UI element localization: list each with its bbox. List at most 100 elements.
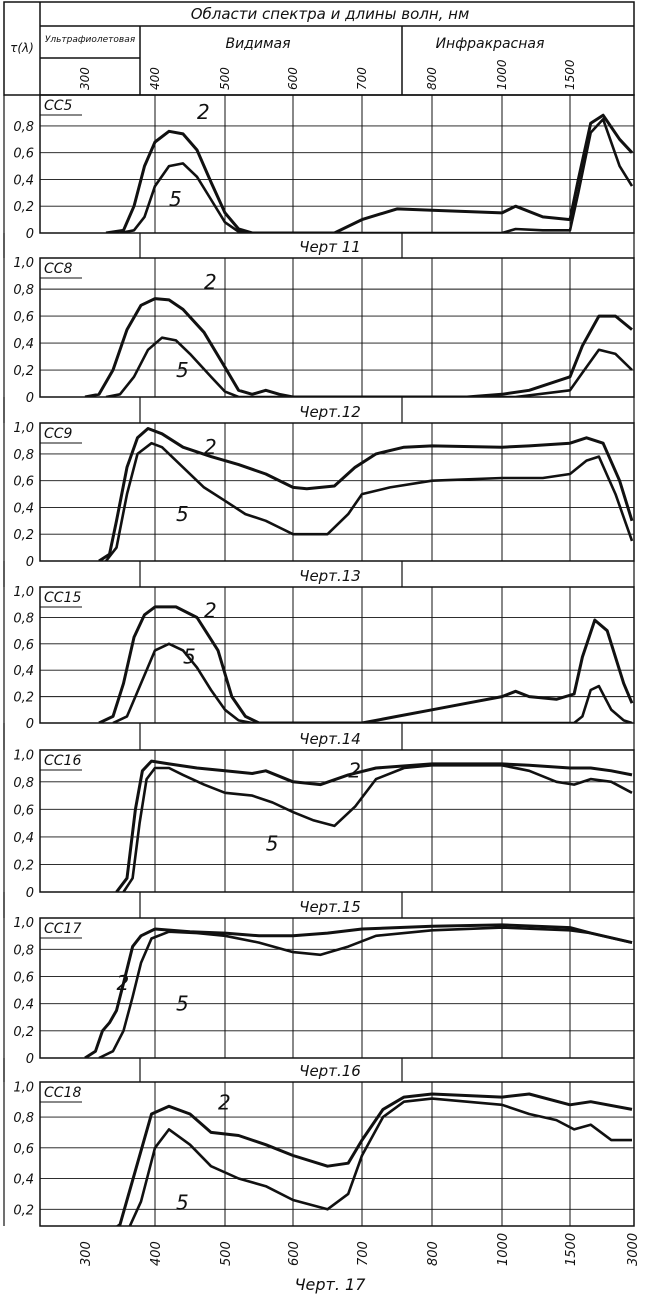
panel-title: СС15	[44, 590, 81, 606]
series-line-5	[98, 926, 633, 1058]
y-tick-label: 0,4	[13, 998, 34, 1013]
y-tick-label: 0,2	[13, 528, 34, 543]
series-label-5: 5	[176, 358, 189, 382]
chart-caption: Черт.15	[299, 898, 361, 916]
bottom-tick-label: 600	[287, 1241, 302, 1266]
region-ultraviolet: Ультрафиолетовая	[45, 35, 136, 45]
y-tick-label: 0,4	[13, 664, 34, 679]
panel-frame	[39, 1081, 635, 1227]
y-tick-label: 0,6	[13, 1142, 34, 1157]
y-axis-label: τ(λ)	[10, 41, 34, 55]
series-label-2: 2	[197, 100, 210, 124]
y-tick-label: 0,6	[13, 803, 34, 818]
series-line-5	[105, 336, 633, 397]
top-tick-labels: 300 400 500 600 700 800 1000 1500	[78, 59, 577, 90]
y-tick-label: 0,6	[13, 971, 34, 986]
chart-panel: 1,0 0,8 0,6 0,4 0,2 0 СС8 2 5 Черт.12	[3, 256, 635, 423]
panel-title: СС9	[44, 426, 73, 442]
chart-caption: Черт.12	[299, 403, 361, 421]
chart-panel: 1,0 0,8 0,6 0,4 0,2 0 СС9 2 5 Черт.13	[3, 421, 635, 587]
panel-title: СС5	[44, 98, 73, 114]
chart-panel: 1,0 0,8 0,6 0,4 0,2 СС18 2 5 Черт. 17	[13, 1080, 635, 1294]
y-tick-label: 1,0	[13, 585, 34, 600]
panel-title: СС17	[44, 921, 81, 937]
panel-frame	[39, 422, 635, 562]
top-tick-label: 800	[425, 67, 439, 90]
bottom-tick-labels: 300 400 500 600 700 800 1000 1500 3000	[79, 1233, 641, 1266]
panel-title: СС18	[44, 1085, 81, 1101]
series-line-5	[119, 117, 634, 233]
bottom-tick-label: 500	[219, 1241, 234, 1266]
top-tick-label: 600	[286, 67, 300, 90]
chart-caption: Черт. 17	[295, 1275, 367, 1294]
y-tick-label: 0,4	[13, 1173, 34, 1188]
y-tick-label: 1,0	[13, 256, 34, 271]
series-label-2: 2	[117, 971, 130, 995]
series-line-2	[98, 427, 634, 561]
y-tick-label: 0	[26, 1052, 34, 1067]
y-tick-label: 0,8	[13, 943, 34, 958]
y-tick-label: 1,0	[13, 916, 34, 931]
chart-caption: Черт.14	[299, 730, 361, 748]
y-tick-label: 0,6	[13, 638, 34, 653]
series-label-2: 2	[204, 435, 217, 459]
panel-frame	[39, 94, 635, 234]
series-line-5	[128, 1097, 632, 1226]
y-tick-label: 0,4	[13, 173, 34, 188]
y-tick-label: 0	[26, 227, 34, 242]
series-line-2	[105, 113, 634, 233]
y-tick-label: 0,4	[13, 337, 34, 352]
y-tick-label: 0,2	[13, 691, 34, 706]
y-tick-label: 0,6	[13, 310, 34, 325]
y-tick-label: 0	[26, 717, 34, 732]
series-line-5	[112, 642, 633, 723]
series-line-2	[84, 297, 633, 397]
series-line-2	[115, 1092, 633, 1226]
y-tick-label: 0,2	[13, 858, 34, 873]
y-tick-label: 1,0	[13, 1080, 34, 1095]
chart-caption: Черт.16	[299, 1062, 361, 1080]
y-tick-label: 0,6	[13, 147, 34, 162]
series-line-2	[115, 759, 633, 892]
series-label-5: 5	[176, 1190, 189, 1214]
chart-panel: 1,0 0,8 0,6 0,4 0,2 0 СС16 2 5 Черт.15	[3, 748, 635, 918]
series-label-5: 5	[183, 645, 196, 669]
region-visible: Видимая	[225, 36, 290, 52]
y-tick-label: 1,0	[13, 421, 34, 436]
y-tick-label: 0	[26, 391, 34, 406]
bottom-tick-label: 700	[356, 1241, 371, 1266]
chart-caption: Черт 11	[299, 238, 361, 256]
y-tick-label: 0,8	[13, 120, 34, 135]
y-tick-label: 0,8	[13, 448, 34, 463]
chart-caption: Черт.13	[299, 567, 361, 585]
y-tick-label: 0,2	[13, 364, 34, 379]
series-label-5: 5	[169, 187, 182, 211]
y-tick-label: 0,8	[13, 611, 34, 626]
series-line-2	[84, 923, 633, 1058]
series-line-5	[122, 764, 633, 892]
top-tick-label: 300	[78, 67, 92, 90]
y-tick-label: 0,2	[13, 1025, 34, 1040]
bottom-tick-label: 800	[426, 1241, 441, 1266]
series-label-2: 2	[204, 598, 217, 622]
panel-frame	[39, 749, 635, 893]
top-tick-label: 400	[148, 67, 162, 90]
y-tick-label: 0,2	[13, 1203, 34, 1218]
series-label-2: 2	[204, 270, 217, 294]
header-title: Области спектра и длины волн, нм	[191, 5, 470, 23]
y-tick-label: 0,8	[13, 283, 34, 298]
series-line-5	[104, 441, 634, 561]
top-tick-label: 1500	[563, 59, 577, 90]
chart-panel: 1,0 0,8 0,6 0,4 0,2 0 СС17 2 5 Черт.16	[3, 916, 635, 1082]
bottom-tick-label: 400	[149, 1241, 164, 1266]
chart-panel: 1,0 0,8 0,6 0,4 0,2 0 СС15 25 Черт.14	[3, 585, 635, 750]
series-label-2: 2	[218, 1090, 231, 1114]
y-tick-label: 1,0	[13, 748, 34, 763]
y-tick-label: 0,6	[13, 475, 34, 490]
y-tick-label: 0,8	[13, 1111, 34, 1126]
bottom-tick-label: 1000	[496, 1233, 511, 1266]
panel-title: СС16	[44, 753, 81, 769]
series-line-2	[98, 605, 634, 723]
